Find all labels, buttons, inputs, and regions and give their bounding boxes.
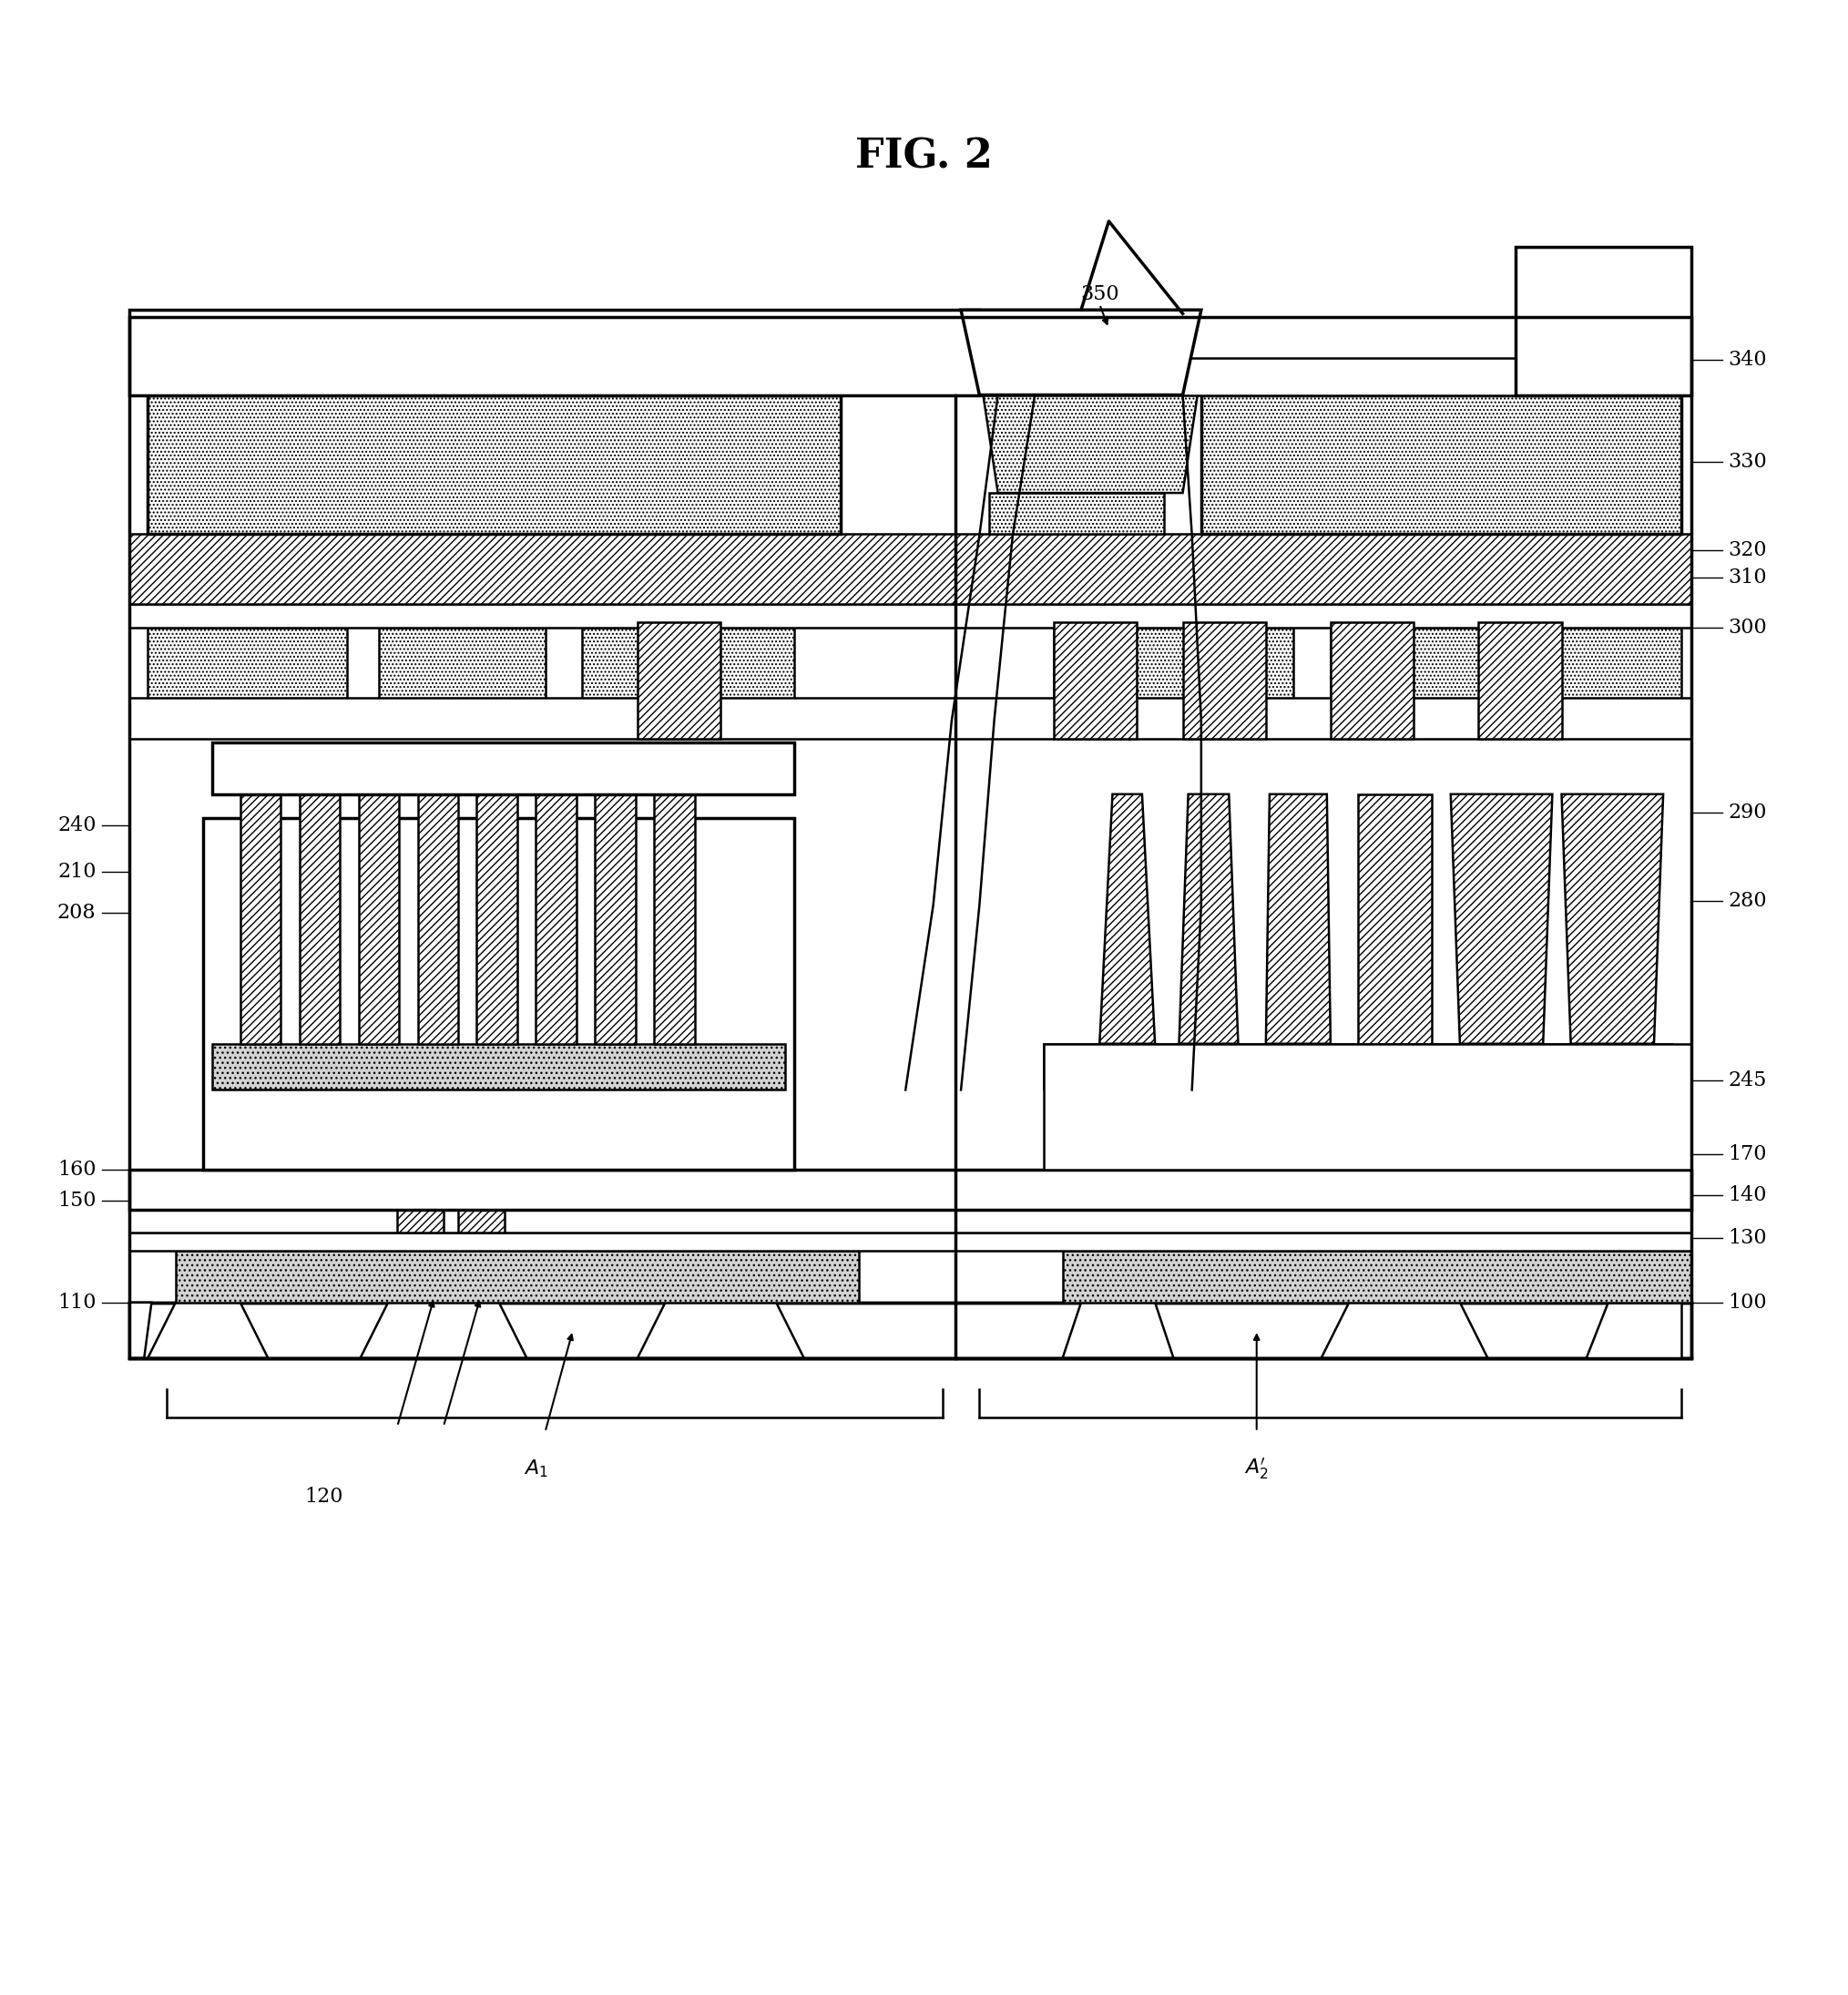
Bar xyxy=(129,1233,1691,1251)
Bar xyxy=(1183,622,1266,738)
Text: 245: 245 xyxy=(1728,1071,1767,1091)
Text: $A_1$: $A_1$ xyxy=(523,1458,549,1480)
Bar xyxy=(148,628,347,702)
Bar xyxy=(638,622,721,738)
Bar xyxy=(213,742,795,794)
Polygon shape xyxy=(148,1303,268,1359)
Polygon shape xyxy=(1179,794,1238,1043)
Polygon shape xyxy=(1321,1303,1488,1359)
Bar xyxy=(129,533,1691,604)
Polygon shape xyxy=(1100,794,1155,1043)
Polygon shape xyxy=(1358,794,1432,1043)
Bar xyxy=(129,1169,1691,1211)
Bar xyxy=(129,1303,1691,1359)
Text: 110: 110 xyxy=(57,1293,96,1313)
Bar xyxy=(418,794,458,1043)
Bar xyxy=(458,1181,505,1233)
Bar xyxy=(536,794,577,1043)
Text: 100: 100 xyxy=(1728,1293,1767,1313)
Text: 350: 350 xyxy=(1079,285,1120,305)
Bar xyxy=(1053,628,1294,702)
Bar xyxy=(477,794,517,1043)
Polygon shape xyxy=(1562,794,1663,1043)
Text: 150: 150 xyxy=(57,1191,96,1211)
Bar xyxy=(1478,622,1562,738)
Polygon shape xyxy=(1586,1303,1682,1359)
Bar xyxy=(595,794,636,1043)
Bar xyxy=(1063,1251,1691,1303)
Bar xyxy=(654,794,695,1043)
Text: FIG. 2: FIG. 2 xyxy=(856,138,992,176)
Bar xyxy=(1515,247,1691,395)
Bar xyxy=(129,309,979,395)
Bar xyxy=(1331,628,1682,702)
Text: 170: 170 xyxy=(1728,1145,1767,1165)
Text: $A_2'$: $A_2'$ xyxy=(1244,1456,1270,1482)
Text: 290: 290 xyxy=(1728,802,1767,822)
Text: 140: 140 xyxy=(1728,1185,1767,1205)
Text: 160: 160 xyxy=(57,1159,96,1179)
Bar xyxy=(989,493,1164,533)
Bar xyxy=(148,395,841,533)
Text: 240: 240 xyxy=(57,816,96,836)
Bar xyxy=(176,1251,859,1303)
Polygon shape xyxy=(961,309,1201,395)
Text: 280: 280 xyxy=(1728,892,1767,912)
Bar xyxy=(213,1043,785,1089)
Bar xyxy=(397,1181,444,1233)
Bar xyxy=(299,794,340,1043)
Bar xyxy=(203,818,795,1169)
Bar xyxy=(1053,622,1137,738)
Text: 130: 130 xyxy=(1728,1227,1767,1247)
Bar xyxy=(129,357,1691,395)
Bar xyxy=(129,1211,1691,1233)
Bar xyxy=(129,604,1691,628)
Text: 340: 340 xyxy=(1728,349,1767,369)
Polygon shape xyxy=(360,1303,527,1359)
Bar xyxy=(129,698,1691,738)
Text: 320: 320 xyxy=(1728,541,1767,561)
Polygon shape xyxy=(1266,794,1331,1043)
Text: 330: 330 xyxy=(1728,451,1767,471)
Bar xyxy=(240,794,281,1043)
Text: 210: 210 xyxy=(57,862,96,882)
Bar xyxy=(129,317,1691,1359)
Bar xyxy=(1044,1043,1691,1169)
Bar xyxy=(379,628,545,702)
Bar xyxy=(1044,1043,1672,1089)
Polygon shape xyxy=(129,1303,152,1359)
Text: 310: 310 xyxy=(1728,569,1767,589)
Polygon shape xyxy=(638,1303,804,1359)
Polygon shape xyxy=(983,395,1198,493)
Text: 208: 208 xyxy=(57,902,96,922)
Polygon shape xyxy=(1063,1303,1173,1359)
Bar xyxy=(582,628,795,702)
Polygon shape xyxy=(1451,794,1552,1043)
Bar xyxy=(1331,622,1414,738)
Text: 120: 120 xyxy=(305,1486,342,1506)
Bar xyxy=(1201,395,1682,533)
Bar xyxy=(359,794,399,1043)
Text: 300: 300 xyxy=(1728,618,1767,638)
